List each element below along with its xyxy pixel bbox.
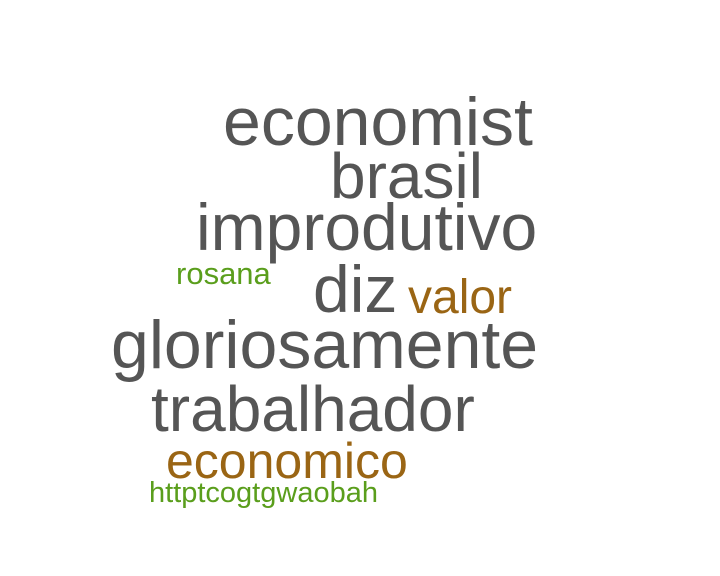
word-brasil: brasil (330, 140, 483, 212)
word-httptcogtgwaobah: httptcogtgwaobah (149, 477, 378, 509)
word-economist: economist (223, 84, 533, 160)
word-valor: valor (408, 271, 513, 324)
word-diz: diz (313, 252, 398, 326)
word-trabalhador: trabalhador (151, 373, 475, 445)
word-economico: economico (166, 433, 408, 489)
word-rosana: rosana (176, 256, 271, 291)
word-gloriosamente: gloriosamente (111, 307, 539, 383)
word-improdutivo: improdutivo (196, 190, 538, 264)
